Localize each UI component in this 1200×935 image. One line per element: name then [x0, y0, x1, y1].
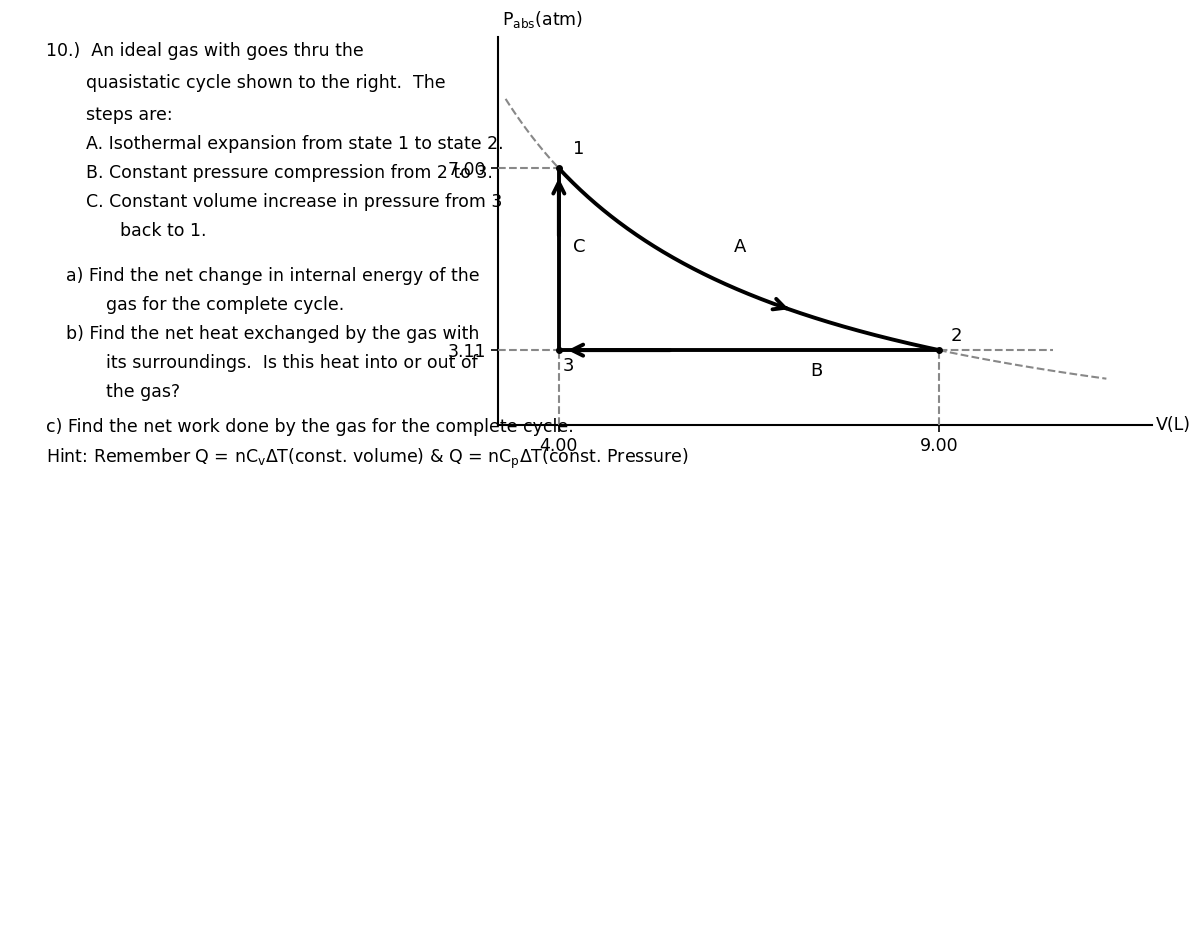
Text: C. Constant volume increase in pressure from 3: C. Constant volume increase in pressure …	[86, 193, 503, 210]
Text: 10.)  An ideal gas with goes thru the: 10.) An ideal gas with goes thru the	[46, 42, 364, 60]
Text: C: C	[572, 238, 586, 256]
Text: A. Isothermal expansion from state 1 to state 2.: A. Isothermal expansion from state 1 to …	[86, 135, 504, 152]
Text: V(L): V(L)	[1156, 416, 1190, 435]
Text: b) Find the net heat exchanged by the gas with: b) Find the net heat exchanged by the ga…	[66, 325, 479, 343]
Text: a) Find the net change in internal energy of the: a) Find the net change in internal energ…	[66, 267, 480, 285]
Text: Hint: Remember Q = nC$_\mathrm{v}$$\Delta$T(const. volume) & Q = nC$_\mathrm{p}$: Hint: Remember Q = nC$_\mathrm{v}$$\Delt…	[46, 447, 689, 471]
Text: 3: 3	[563, 357, 574, 375]
Text: its surroundings.  Is this heat into or out of: its surroundings. Is this heat into or o…	[106, 354, 478, 372]
Text: quasistatic cycle shown to the right.  The: quasistatic cycle shown to the right. Th…	[86, 74, 446, 92]
Text: 1: 1	[572, 140, 584, 158]
Text: c) Find the net work done by the gas for the complete cycle.: c) Find the net work done by the gas for…	[46, 418, 574, 436]
Text: $\mathrm{P_{abs}(atm)}$: $\mathrm{P_{abs}(atm)}$	[502, 9, 583, 30]
Text: B. Constant pressure compression from 2 to 3.: B. Constant pressure compression from 2 …	[86, 164, 493, 181]
Text: 2: 2	[950, 327, 962, 345]
Text: A: A	[733, 238, 746, 256]
Text: back to 1.: back to 1.	[120, 222, 206, 239]
Text: the gas?: the gas?	[106, 383, 180, 401]
Text: steps are:: steps are:	[86, 106, 173, 123]
Text: gas for the complete cycle.: gas for the complete cycle.	[106, 296, 344, 314]
Text: B: B	[810, 362, 822, 380]
